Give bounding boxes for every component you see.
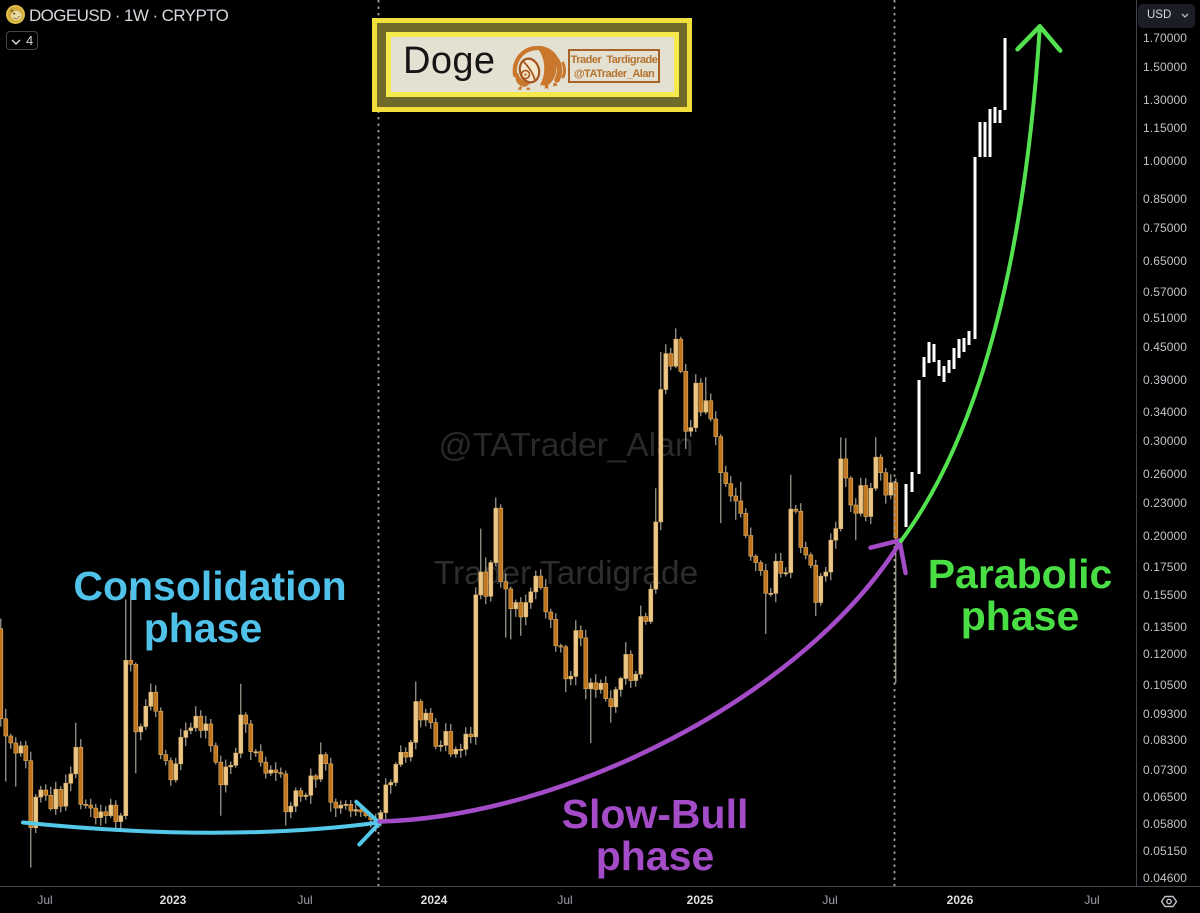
svg-text:Trader Tardigrade: Trader Tardigrade [434, 555, 698, 592]
svg-text:@TATrader_Alan: @TATrader_Alan [439, 427, 694, 464]
